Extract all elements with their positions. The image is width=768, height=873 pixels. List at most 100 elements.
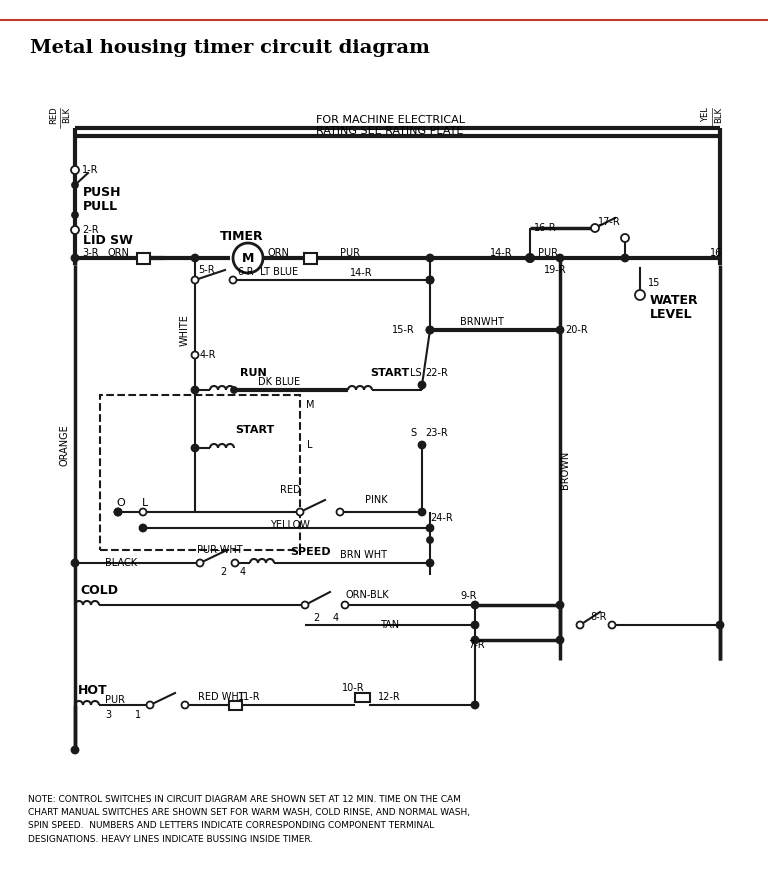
Circle shape bbox=[296, 508, 303, 515]
Circle shape bbox=[230, 277, 237, 284]
Text: Metal housing timer circuit diagram: Metal housing timer circuit diagram bbox=[30, 39, 430, 57]
Text: RED: RED bbox=[49, 107, 58, 124]
Circle shape bbox=[426, 327, 433, 333]
Circle shape bbox=[231, 560, 239, 567]
Circle shape bbox=[472, 601, 478, 608]
Circle shape bbox=[472, 636, 478, 643]
Circle shape bbox=[302, 601, 309, 608]
Text: 2: 2 bbox=[220, 567, 227, 577]
Text: PUR: PUR bbox=[538, 248, 558, 258]
Text: 17-R: 17-R bbox=[598, 217, 621, 227]
Circle shape bbox=[71, 226, 79, 234]
Circle shape bbox=[427, 537, 433, 543]
Circle shape bbox=[114, 508, 121, 515]
Text: S: S bbox=[410, 428, 416, 438]
Text: ORN: ORN bbox=[107, 248, 129, 258]
Text: YELLOW: YELLOW bbox=[270, 520, 310, 530]
Text: TIMER: TIMER bbox=[220, 230, 263, 244]
Circle shape bbox=[472, 622, 478, 629]
Circle shape bbox=[526, 254, 534, 262]
Text: 15-R: 15-R bbox=[392, 325, 415, 335]
Text: 4: 4 bbox=[240, 567, 246, 577]
Text: WATER: WATER bbox=[650, 293, 699, 306]
Text: PUSH: PUSH bbox=[83, 187, 121, 200]
Text: 4: 4 bbox=[333, 613, 339, 623]
Text: YEL: YEL bbox=[701, 107, 710, 122]
Circle shape bbox=[191, 387, 198, 394]
Text: M: M bbox=[306, 400, 314, 410]
Circle shape bbox=[426, 327, 433, 333]
Text: 7-R: 7-R bbox=[468, 640, 485, 650]
Circle shape bbox=[557, 601, 564, 608]
Circle shape bbox=[472, 702, 478, 709]
Text: DESIGNATIONS. HEAVY LINES INDICATE BUSSING INSIDE TIMER.: DESIGNATIONS. HEAVY LINES INDICATE BUSSI… bbox=[28, 835, 313, 843]
Text: RED WHT: RED WHT bbox=[198, 692, 245, 702]
Text: RED: RED bbox=[280, 485, 300, 495]
Circle shape bbox=[336, 508, 343, 515]
Text: LID SW: LID SW bbox=[83, 235, 133, 248]
Text: BRNWHT: BRNWHT bbox=[460, 317, 504, 327]
Circle shape bbox=[526, 254, 534, 262]
Circle shape bbox=[426, 525, 433, 532]
Circle shape bbox=[621, 255, 628, 262]
Circle shape bbox=[147, 702, 154, 709]
Circle shape bbox=[419, 508, 425, 515]
Text: L: L bbox=[307, 440, 313, 450]
Text: LEVEL: LEVEL bbox=[650, 308, 693, 321]
Circle shape bbox=[71, 746, 78, 753]
Text: COLD: COLD bbox=[80, 583, 118, 596]
Text: START: START bbox=[370, 368, 409, 378]
Circle shape bbox=[717, 622, 723, 629]
Text: LS: LS bbox=[410, 368, 422, 378]
Circle shape bbox=[191, 444, 198, 451]
Text: FOR MACHINE ELECTRICAL: FOR MACHINE ELECTRICAL bbox=[316, 115, 465, 125]
Text: 22-R: 22-R bbox=[425, 368, 448, 378]
Circle shape bbox=[71, 166, 79, 174]
Text: BROWN: BROWN bbox=[560, 450, 570, 489]
Text: 20-R: 20-R bbox=[565, 325, 588, 335]
Text: BRN WHT: BRN WHT bbox=[340, 550, 387, 560]
Bar bbox=[229, 700, 241, 710]
Circle shape bbox=[426, 277, 433, 284]
Text: LT BLUE: LT BLUE bbox=[260, 267, 298, 277]
Text: O: O bbox=[116, 498, 124, 508]
Text: RUN: RUN bbox=[240, 368, 266, 378]
Circle shape bbox=[181, 702, 188, 709]
Text: PULL: PULL bbox=[83, 201, 118, 214]
Bar bbox=[303, 252, 316, 264]
Text: 15: 15 bbox=[648, 278, 660, 288]
Circle shape bbox=[72, 212, 78, 218]
Circle shape bbox=[557, 255, 564, 262]
Circle shape bbox=[577, 622, 584, 629]
Text: 1: 1 bbox=[135, 710, 141, 720]
Circle shape bbox=[557, 327, 564, 333]
Text: 8-R: 8-R bbox=[590, 612, 607, 622]
Circle shape bbox=[114, 508, 121, 515]
Circle shape bbox=[140, 525, 147, 532]
Text: SPIN SPEED.  NUMBERS AND LETTERS INDICATE CORRESPONDING COMPONENT TERMINAL: SPIN SPEED. NUMBERS AND LETTERS INDICATE… bbox=[28, 821, 434, 830]
Text: 3-R: 3-R bbox=[82, 248, 98, 258]
Text: 6-R: 6-R bbox=[237, 267, 253, 277]
Circle shape bbox=[621, 234, 629, 242]
Text: 23-R: 23-R bbox=[425, 428, 448, 438]
Text: NOTE: CONTROL SWITCHES IN CIRCUIT DIAGRAM ARE SHOWN SET AT 12 MIN. TIME ON THE C: NOTE: CONTROL SWITCHES IN CIRCUIT DIAGRA… bbox=[28, 795, 461, 805]
Text: BLK: BLK bbox=[62, 107, 71, 123]
Text: M: M bbox=[242, 251, 254, 265]
Circle shape bbox=[419, 382, 425, 388]
Text: 9-R: 9-R bbox=[460, 591, 476, 601]
Text: 24-R: 24-R bbox=[430, 513, 453, 523]
Circle shape bbox=[71, 255, 78, 262]
Circle shape bbox=[197, 560, 204, 567]
Text: BLACK: BLACK bbox=[105, 558, 137, 568]
Text: 11-R: 11-R bbox=[238, 692, 260, 702]
Text: PUR-WHT: PUR-WHT bbox=[197, 545, 243, 555]
Text: PUR: PUR bbox=[340, 248, 360, 258]
Text: 16-R: 16-R bbox=[534, 223, 557, 233]
Circle shape bbox=[426, 560, 433, 567]
Circle shape bbox=[608, 622, 615, 629]
Circle shape bbox=[191, 255, 198, 262]
Circle shape bbox=[72, 182, 78, 188]
Circle shape bbox=[591, 224, 599, 232]
Text: DK BLUE: DK BLUE bbox=[258, 377, 300, 387]
Circle shape bbox=[426, 277, 433, 284]
